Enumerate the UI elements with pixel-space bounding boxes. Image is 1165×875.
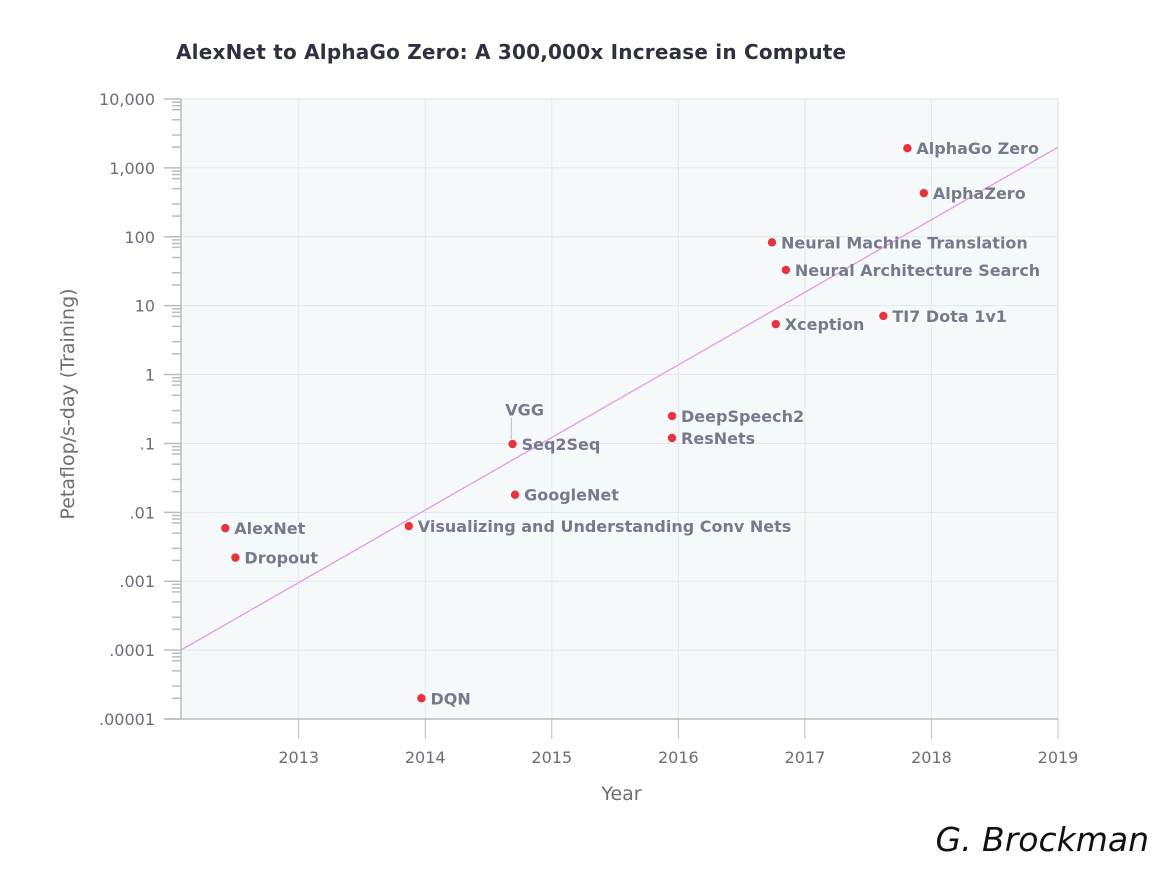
x-tick-label: 2018 bbox=[911, 748, 952, 767]
data-point bbox=[510, 490, 520, 499]
data-point bbox=[879, 311, 888, 321]
x-axis-ticks: 2013 2014 2015 2016 2017 2018 2019 bbox=[278, 719, 1078, 767]
x-axis-title: Year bbox=[600, 783, 641, 805]
data-point bbox=[231, 553, 240, 562]
trend-line-group bbox=[180, 146, 1059, 651]
y-tick-label: .1 bbox=[140, 434, 155, 453]
x-tick-label: 2019 bbox=[1038, 748, 1079, 767]
y-tick-label: .00001 bbox=[99, 710, 155, 729]
data-point bbox=[508, 439, 517, 449]
x-tick-label: 2016 bbox=[658, 748, 699, 767]
data-points: AlexNet Dropout Visualizing and Understand… bbox=[221, 139, 1040, 708]
data-point bbox=[404, 521, 413, 531]
point-label: AlexNet bbox=[234, 519, 305, 538]
point-label: VGG bbox=[505, 400, 544, 419]
data-point bbox=[417, 694, 426, 703]
point-label: Seq2Seq bbox=[522, 435, 601, 454]
data-point bbox=[781, 265, 791, 275]
grid-lines bbox=[181, 99, 1058, 719]
plot-background bbox=[180, 98, 1059, 720]
y-axis-ticks: 10,000 1,000 100 10 1 .1 .01 .001 .0001 .00001 bbox=[99, 90, 181, 729]
point-label: Visualizing and Understanding Conv Nets bbox=[418, 517, 792, 536]
y-tick-label: 10,000 bbox=[99, 90, 155, 109]
credit-signature: G. Brockman bbox=[935, 820, 1150, 859]
point-label: Xception bbox=[785, 315, 865, 334]
point-label: Neural Architecture Search bbox=[795, 261, 1040, 280]
point-label: DeepSpeech2 bbox=[681, 407, 804, 426]
point-label: TI7 Dota 1v1 bbox=[892, 307, 1007, 326]
point-label: AlphaZero bbox=[933, 184, 1026, 203]
y-tick-label: 1,000 bbox=[109, 159, 155, 178]
data-point bbox=[667, 433, 677, 443]
point-label: Dropout bbox=[244, 549, 318, 568]
chart-title: AlexNet to AlphaGo Zero: A 300,000x Incr… bbox=[176, 40, 847, 64]
data-point bbox=[903, 144, 912, 153]
data-point bbox=[919, 188, 929, 198]
point-label: Neural Machine Translation bbox=[781, 233, 1028, 252]
point-label: ResNets bbox=[681, 429, 755, 448]
data-point bbox=[771, 319, 780, 329]
x-tick-label: 2014 bbox=[405, 748, 446, 767]
data-point bbox=[767, 238, 777, 247]
y-tick-label: .0001 bbox=[109, 641, 155, 660]
x-tick-label: 2017 bbox=[785, 748, 826, 767]
x-tick-label: 2013 bbox=[278, 748, 319, 767]
x-tick-label: 2015 bbox=[531, 748, 572, 767]
y-tick-label: .001 bbox=[119, 572, 155, 591]
point-label: GoogleNet bbox=[524, 486, 619, 505]
point-label: DQN bbox=[430, 689, 470, 708]
y-tick-label: .01 bbox=[130, 503, 155, 522]
axes bbox=[164, 99, 1059, 720]
y-tick-label: 100 bbox=[124, 228, 155, 247]
y-tick-label: 10 bbox=[135, 297, 155, 316]
trend-line bbox=[180, 146, 1059, 651]
y-axis-title: Petaflop/s-day (Training) bbox=[57, 288, 79, 519]
data-point bbox=[221, 523, 230, 533]
y-tick-label: 1 bbox=[145, 366, 155, 385]
point-label: AlphaGo Zero bbox=[916, 139, 1039, 158]
data-point bbox=[667, 411, 677, 421]
